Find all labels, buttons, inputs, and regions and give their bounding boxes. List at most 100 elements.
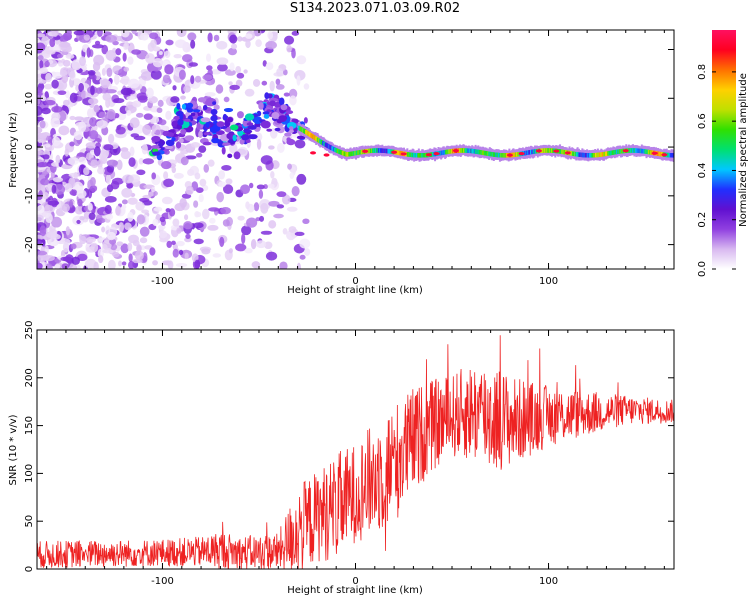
noise-blob — [190, 75, 195, 85]
structure-blob — [291, 118, 299, 123]
noise-blob — [152, 58, 164, 68]
noise-blob — [60, 256, 68, 262]
noise-blob — [166, 240, 172, 249]
noise-blob — [183, 221, 193, 230]
noise-blob — [165, 208, 171, 213]
structure-blob — [223, 107, 234, 113]
noise-blob — [156, 107, 163, 114]
noise-blob — [213, 104, 220, 110]
noise-blob — [58, 111, 67, 122]
noise-blob — [49, 37, 56, 48]
noise-blob — [63, 99, 70, 106]
y-tick-label: 0 — [24, 566, 35, 572]
noise-blob — [302, 218, 310, 225]
noise-blob — [195, 187, 204, 193]
noise-blob — [134, 250, 144, 261]
noise-blob — [299, 254, 306, 260]
noise-blob — [106, 164, 115, 173]
noise-blob — [100, 78, 110, 89]
colorbar-label: Normalized spectral amplitude — [738, 73, 749, 227]
noise-blob — [44, 143, 51, 148]
noise-blob — [216, 40, 228, 50]
signal-peak — [564, 151, 571, 155]
noise-blob — [120, 243, 129, 254]
noise-blob — [61, 263, 70, 269]
structure-blob — [296, 135, 306, 140]
noise-blob — [139, 197, 150, 203]
structure-blob — [184, 135, 195, 142]
noise-blob — [115, 48, 122, 56]
x-tick-label: 0 — [352, 276, 358, 287]
y-tick-label: 150 — [24, 416, 35, 435]
noise-blob — [37, 141, 43, 147]
noise-blob — [37, 33, 46, 38]
structure-blob — [181, 103, 187, 110]
noise-blob — [150, 69, 162, 80]
noise-blob — [152, 46, 161, 52]
noise-blob — [259, 215, 265, 222]
noise-blob — [180, 156, 189, 166]
noise-blob — [52, 177, 64, 183]
noise-blob — [127, 56, 134, 65]
noise-blob — [65, 226, 71, 236]
noise-blob — [229, 84, 240, 91]
noise-blob — [171, 240, 176, 246]
noise-blob — [70, 243, 77, 250]
structure-blob — [211, 137, 220, 144]
noise-blob — [157, 99, 164, 107]
structure-blob — [284, 132, 292, 137]
structure-blob — [198, 130, 203, 139]
noise-blob — [51, 184, 57, 194]
structure-blob — [264, 92, 270, 100]
noise-blob — [235, 243, 247, 252]
noise-blob — [116, 159, 123, 171]
noise-blob — [209, 217, 216, 224]
noise-blob — [185, 233, 191, 239]
noise-blob — [66, 30, 72, 36]
structure-blob — [261, 80, 268, 86]
noise-blob — [87, 97, 99, 105]
structure-blob — [246, 122, 254, 126]
noise-blob — [54, 38, 61, 46]
noise-blob — [303, 83, 310, 90]
noise-blob — [89, 117, 98, 127]
noise-blob — [83, 167, 90, 176]
structure-blob — [222, 113, 227, 120]
noise-blob — [45, 72, 52, 83]
noise-blob — [118, 222, 125, 233]
noise-blob — [136, 169, 146, 176]
noise-blob — [37, 126, 43, 134]
noise-blob — [159, 216, 166, 223]
signal-peak — [506, 153, 513, 157]
noise-blob — [89, 177, 96, 187]
x-tick-label: 100 — [539, 576, 558, 587]
signal-peak — [622, 149, 629, 153]
noise-blob — [260, 155, 273, 165]
noise-blob — [44, 83, 53, 90]
noise-blob — [159, 237, 169, 243]
noise-blob — [281, 194, 291, 205]
noise-blob — [118, 260, 123, 267]
noise-blob — [39, 59, 44, 69]
page-title: S134.2023.071.03.09.R02 — [289, 1, 461, 16]
structure-blob — [171, 136, 176, 142]
noise-blob — [50, 117, 61, 128]
structure-blob — [151, 135, 161, 143]
noise-blob — [152, 116, 160, 124]
noise-blob — [276, 191, 287, 198]
noise-blob — [244, 247, 253, 254]
noise-blob — [254, 132, 263, 142]
noise-blob — [87, 202, 93, 211]
noise-blob — [160, 161, 172, 170]
noise-blob — [140, 71, 153, 81]
structure-blob — [233, 151, 241, 160]
noise-blob — [207, 159, 215, 167]
noise-blob — [37, 214, 44, 222]
noise-blob — [91, 44, 104, 49]
structure-blob — [184, 118, 191, 122]
noise-blob — [97, 158, 103, 170]
noise-blob — [202, 74, 213, 81]
colorbar-tick-label: 0.2 — [697, 212, 708, 228]
noise-blob — [94, 40, 101, 46]
noise-blob — [103, 144, 114, 151]
